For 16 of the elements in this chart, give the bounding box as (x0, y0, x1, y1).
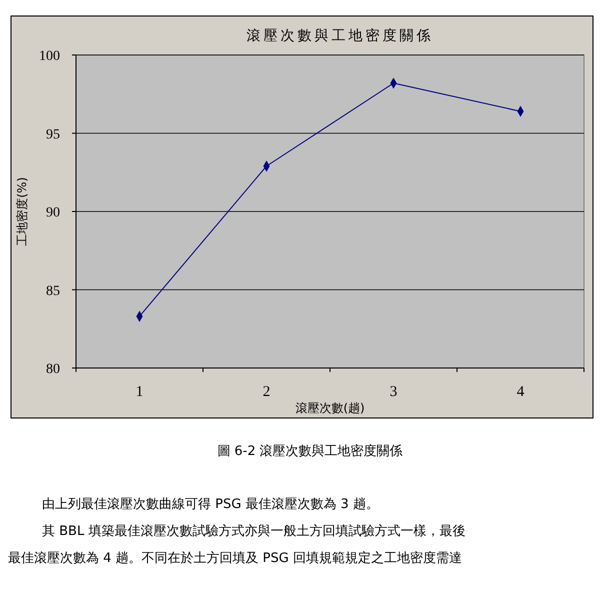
text: 最佳滾壓次數為 4 趟。不同在於土方回填及 PSG 回填規範規定之工地密度需達 (8, 550, 462, 566)
x-tick-label: 2 (262, 384, 270, 400)
x-tick-label: 3 (390, 384, 398, 400)
y-tick-label: 85 (46, 284, 60, 299)
text: 由上列最佳滾壓次數曲線可得 PSG 最佳滾壓次數為 3 趟。 (42, 497, 379, 512)
y-tick-label: 100 (39, 49, 60, 64)
x-tick-label: 1 (136, 384, 144, 400)
x-axis-title: 滾壓次數(趟) (295, 401, 365, 415)
chart-title: 滾壓次數與工地密度關係 (246, 28, 434, 44)
x-tick-label: 4 (516, 384, 525, 400)
caption: 圖 6-2 滾壓次數與工地密度關係 (217, 443, 403, 459)
y-axis-title: 工地密度(%) (15, 177, 29, 246)
y-tick-label: 80 (46, 362, 60, 377)
text: 其 BBL 填築最佳滾壓次數試驗方式亦與一般土方回填試驗方式一樣，最後 (42, 523, 466, 539)
y-tick-label: 90 (46, 206, 60, 220)
y-tick-label: 95 (46, 127, 60, 142)
